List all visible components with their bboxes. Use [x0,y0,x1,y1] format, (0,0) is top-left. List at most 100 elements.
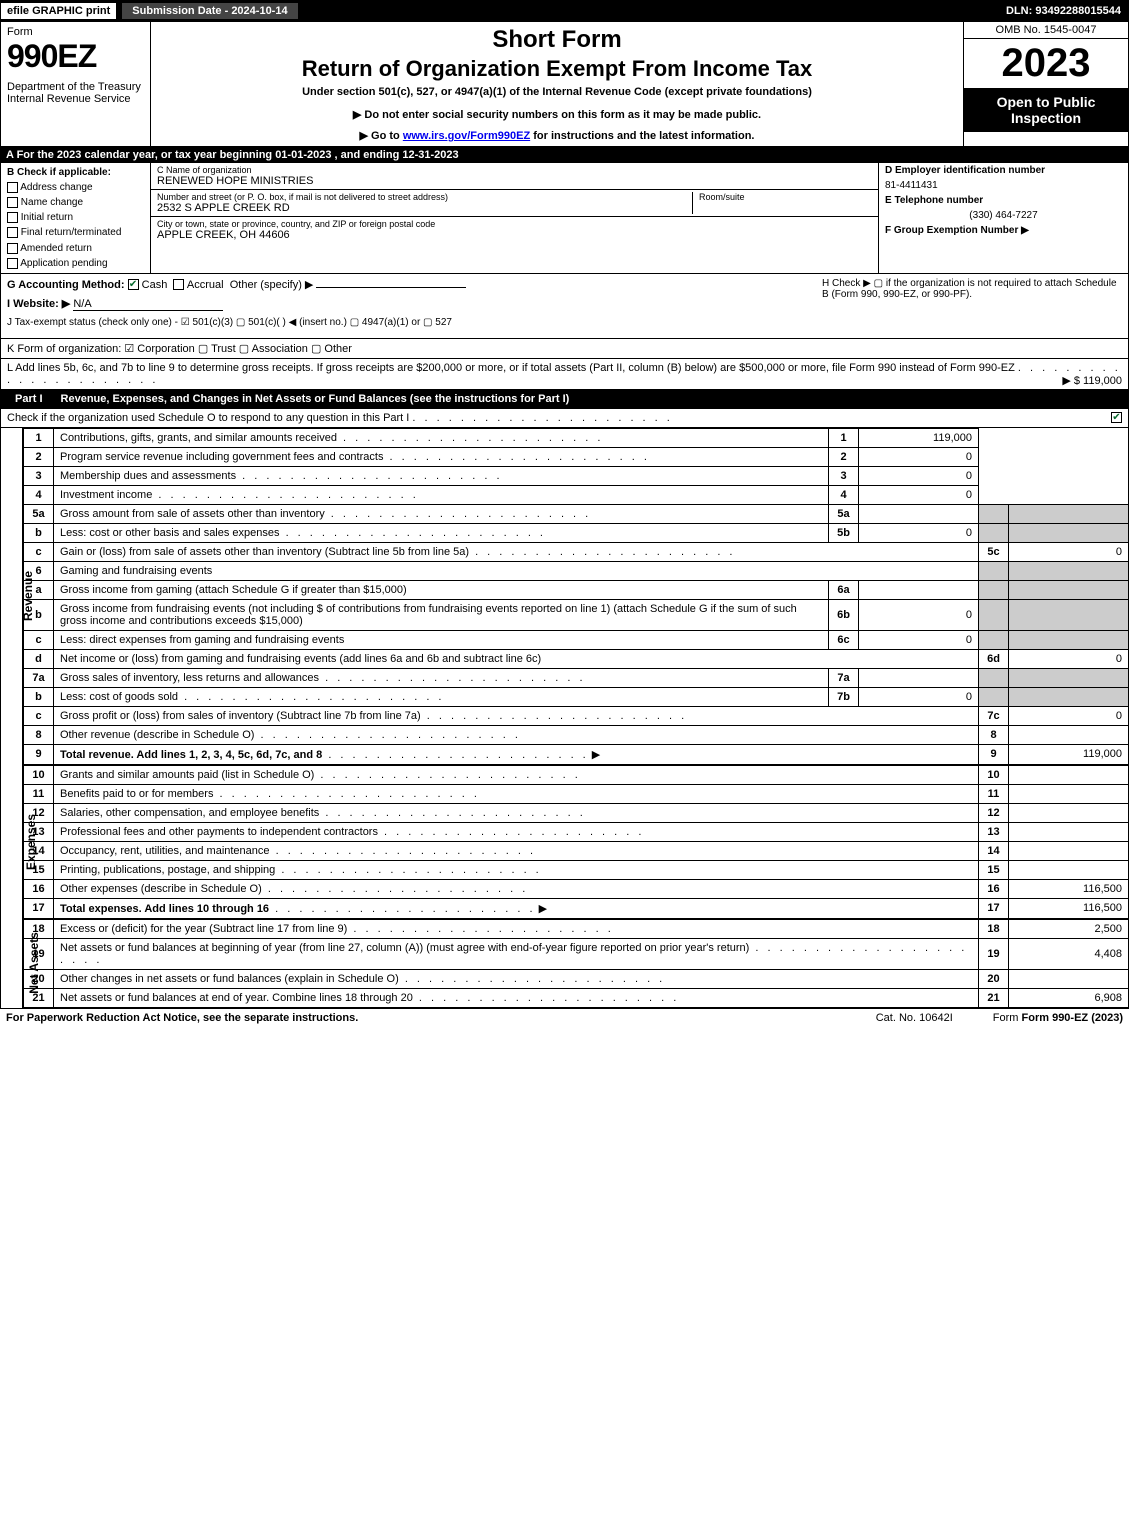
website-value: N/A [73,298,223,311]
line-14: 14Occupancy, rent, utilities, and mainte… [24,841,1129,860]
dln: DLN: 93492288015544 [1006,5,1129,17]
line-3: 3Membership dues and assessments30 [24,466,1129,485]
g-other-label: Other (specify) ▶ [230,279,314,291]
netassets-table: 18Excess or (deficit) for the year (Subt… [23,919,1129,1008]
c-room-label: Room/suite [699,192,872,202]
line-15: 15Printing, publications, postage, and s… [24,860,1129,879]
l-text: L Add lines 5b, 6c, and 7b to line 9 to … [7,362,1015,374]
line-19: 19Net assets or fund balances at beginni… [24,938,1129,969]
revenue-table: 1Contributions, gifts, grants, and simil… [23,428,1129,765]
opt-final-return-label: Final return/terminated [21,228,122,239]
g-accrual-checkbox[interactable] [173,279,184,290]
phone: (330) 464-7227 [879,208,1128,223]
opt-amended-return[interactable]: Amended return [7,243,144,254]
form-word: Form [7,26,144,38]
go-to-instructions: ▶ Go to www.irs.gov/Form990EZ for instru… [161,129,953,142]
cat-no: Cat. No. 10642I [876,1012,953,1024]
line-7a: 7aGross sales of inventory, less returns… [24,668,1129,687]
omb-number: OMB No. 1545-0047 [964,22,1128,39]
opt-application-pending[interactable]: Application pending [7,258,144,269]
g-cash-label: Cash [142,279,168,291]
expenses-table: 10Grants and similar amounts paid (list … [23,765,1129,919]
c-name-label: C Name of organization [157,165,313,175]
return-title: Return of Organization Exempt From Incom… [161,56,953,82]
h-check: H Check ▶ ▢ if the organization is not r… [822,278,1122,300]
open-to-public: Open to Public Inspection [964,88,1128,132]
paperwork-notice: For Paperwork Reduction Act Notice, see … [6,1012,358,1024]
expenses-block: Expenses 10Grants and similar amounts pa… [0,765,1129,919]
tax-year: 2023 [964,39,1128,88]
ein: 81-4411431 [879,178,1128,193]
part1-dots [412,412,672,424]
revenue-block: Revenue 1Contributions, gifts, grants, a… [0,428,1129,765]
org-street: 2532 S APPLE CREEK RD [157,202,692,214]
netassets-block: Net Assets 18Excess or (deficit) for the… [0,919,1129,1008]
i-label: I Website: ▶ [7,298,70,310]
line-5c: cGain or (loss) from sale of assets othe… [24,542,1129,561]
g-label: G Accounting Method: [7,279,125,291]
g-cash-checkbox[interactable] [128,279,139,290]
line-17: 17Total expenses. Add lines 10 through 1… [24,898,1129,918]
part1-check-o-text: Check if the organization used Schedule … [7,412,409,424]
line-4: 4Investment income40 [24,485,1129,504]
g-other-input[interactable] [316,287,466,288]
b-label: B Check if applicable: [7,167,144,178]
org-name: RENEWED HOPE MINISTRIES [157,175,313,187]
line-6b: bGross income from fundraising events (n… [24,599,1129,630]
opt-application-pending-label: Application pending [20,258,107,269]
org-city: APPLE CREEK, OH 44606 [157,229,435,241]
part1-check-o-box[interactable] [1111,412,1122,423]
opt-initial-return[interactable]: Initial return [7,212,144,223]
line-5b: bLess: cost or other basis and sales exp… [24,523,1129,542]
opt-name-change[interactable]: Name change [7,197,144,208]
top-bar: efile GRAPHIC print Submission Date - 20… [0,0,1129,22]
form-number: 990EZ [7,38,144,75]
row-k: K Form of organization: ☑ Corporation ▢ … [0,339,1129,359]
line-13: 13Professional fees and other payments t… [24,822,1129,841]
page-footer: For Paperwork Reduction Act Notice, see … [0,1008,1129,1027]
section-b: B Check if applicable: Address change Na… [1,163,151,273]
line-7c: cGross profit or (loss) from sales of in… [24,706,1129,725]
line-1: 1Contributions, gifts, grants, and simil… [24,428,1129,447]
row-l: L Add lines 5b, 6c, and 7b to line 9 to … [0,359,1129,390]
revenue-side-label: Revenue [1,428,23,765]
opt-final-return[interactable]: Final return/terminated [7,227,144,238]
line-7b: bLess: cost of goods sold7b0 [24,687,1129,706]
g-accrual-label: Accrual [187,279,224,291]
goto-post: for instructions and the latest informat… [530,130,754,142]
section-ghij: H Check ▶ ▢ if the organization is not r… [0,274,1129,339]
expenses-side-label: Expenses [1,765,23,919]
part1-check-o: Check if the organization used Schedule … [0,409,1129,428]
row-a-tax-year: A For the 2023 calendar year, or tax yea… [0,147,1129,163]
line-6d: dNet income or (loss) from gaming and fu… [24,649,1129,668]
line-18: 18Excess or (deficit) for the year (Subt… [24,919,1129,938]
header-right: OMB No. 1545-0047 2023 Open to Public In… [963,22,1128,146]
opt-address-change-label: Address change [20,182,92,193]
line-11: 11Benefits paid to or for members11 [24,784,1129,803]
line-12: 12Salaries, other compensation, and empl… [24,803,1129,822]
line-20: 20Other changes in net assets or fund ba… [24,969,1129,988]
form-header: Form 990EZ Department of the Treasury In… [0,22,1129,147]
irs-link[interactable]: www.irs.gov/Form990EZ [403,130,530,142]
line-8: 8Other revenue (describe in Schedule O)8 [24,725,1129,744]
department: Department of the Treasury Internal Reve… [7,81,144,105]
f-label: F Group Exemption Number ▶ [885,225,1029,236]
line-6a: aGross income from gaming (attach Schedu… [24,580,1129,599]
c-city-label: City or town, state or province, country… [157,219,435,229]
section-bcdef: B Check if applicable: Address change Na… [0,163,1129,274]
opt-address-change[interactable]: Address change [7,182,144,193]
c-street-label: Number and street (or P. O. box, if mail… [157,192,692,202]
opt-initial-return-label: Initial return [21,212,73,223]
part1-header: Part I Revenue, Expenses, and Changes in… [0,390,1129,409]
line-10: 10Grants and similar amounts paid (list … [24,765,1129,784]
line-21: 21Net assets or fund balances at end of … [24,988,1129,1007]
form-version: Form Form 990-EZ (2023) [993,1012,1123,1024]
j-tax-exempt: J Tax-exempt status (check only one) - ☑… [7,317,1122,328]
efile-print-button[interactable]: efile GRAPHIC print [0,2,117,20]
section-def: D Employer identification number 81-4411… [878,163,1128,273]
opt-amended-return-label: Amended return [20,243,92,254]
line-2: 2Program service revenue including gover… [24,447,1129,466]
short-form-title: Short Form [161,26,953,54]
line-16: 16Other expenses (describe in Schedule O… [24,879,1129,898]
line-6c: cLess: direct expenses from gaming and f… [24,630,1129,649]
